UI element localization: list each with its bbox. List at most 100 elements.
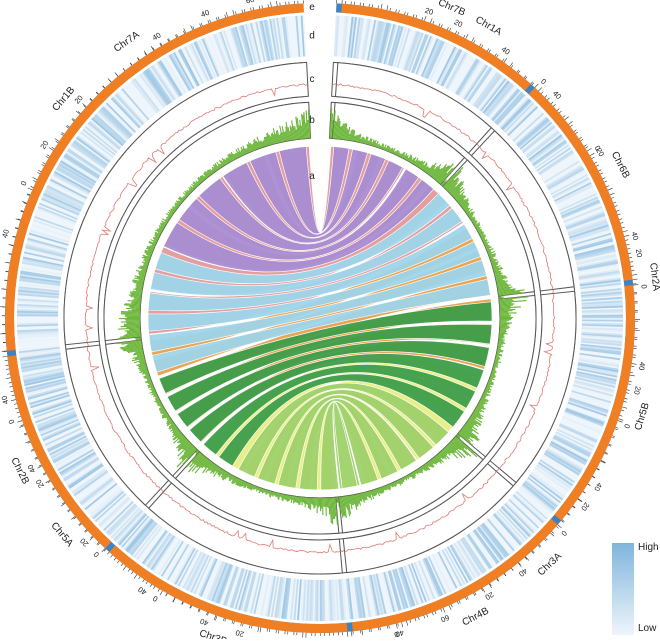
tick-label: 40 xyxy=(500,45,512,57)
tick-mark xyxy=(399,10,400,13)
tick-mark xyxy=(439,24,440,27)
track-label-a: a xyxy=(309,171,315,182)
tick-label: 0 xyxy=(151,594,159,604)
tick-mark xyxy=(474,40,475,43)
tick-mark xyxy=(609,444,612,445)
tick-mark xyxy=(183,31,184,34)
tick-mark xyxy=(581,139,583,141)
tick-label: 20 xyxy=(34,478,46,490)
track-label-b: b xyxy=(309,115,315,126)
tick-mark xyxy=(146,582,148,585)
chromosome-label-chr3b: Chr3B xyxy=(198,628,229,639)
tick-mark xyxy=(620,222,623,223)
tick-mark xyxy=(606,186,609,187)
tick-mark xyxy=(464,35,465,38)
tick-mark xyxy=(569,121,573,124)
tick-mark xyxy=(378,5,379,8)
tick-mark xyxy=(430,18,432,23)
tick-mark xyxy=(584,145,587,147)
tick-mark xyxy=(449,28,450,31)
tick-mark xyxy=(608,188,613,190)
tick-mark xyxy=(158,589,160,592)
tick-label: 0 xyxy=(559,529,569,538)
tick-mark xyxy=(390,8,391,11)
tick-mark xyxy=(632,364,637,365)
tick-mark xyxy=(121,564,123,566)
tick-mark xyxy=(538,87,541,91)
tick-mark xyxy=(459,601,460,604)
tick-mark xyxy=(625,240,628,241)
tick-mark xyxy=(524,76,526,78)
tick-mark xyxy=(381,4,382,9)
tick-mark xyxy=(600,173,603,174)
tick-mark xyxy=(475,592,476,595)
tick-mark xyxy=(618,419,623,421)
tick-mark xyxy=(451,604,452,607)
tick-mark xyxy=(46,480,50,483)
tick-mark xyxy=(558,525,562,528)
tick-mark xyxy=(579,137,581,139)
tick-label: 40 xyxy=(199,617,210,628)
tick-mark xyxy=(615,206,618,207)
track-label-e: e xyxy=(309,2,315,13)
tick-mark xyxy=(143,579,145,581)
tick-mark xyxy=(497,55,499,57)
tick-mark xyxy=(396,9,397,12)
tick-mark xyxy=(11,400,16,401)
tick-label: 40 xyxy=(637,361,647,371)
tick-mark xyxy=(525,77,527,79)
tick-mark xyxy=(443,608,445,613)
tick-mark xyxy=(432,612,433,615)
tick-mark xyxy=(630,375,635,376)
tick-mark xyxy=(111,555,113,557)
tick-mark xyxy=(251,8,252,11)
tick-mark xyxy=(225,619,226,622)
density-legend: High Low xyxy=(610,543,660,635)
tick-mark xyxy=(6,378,11,379)
tick-mark xyxy=(210,20,211,23)
tick-mark xyxy=(583,492,586,494)
chromosome-label-chr7a: Chr7A xyxy=(112,29,142,54)
tick-mark xyxy=(487,49,489,52)
tick-mark xyxy=(249,625,250,628)
tick-mark xyxy=(627,248,630,249)
tick-mark xyxy=(456,31,457,34)
tick-mark xyxy=(545,538,547,540)
tick-mark xyxy=(465,597,466,600)
tick-mark xyxy=(495,54,497,56)
tick-mark xyxy=(234,621,235,624)
tick-label: 40 xyxy=(551,89,563,101)
tick-mark xyxy=(511,568,513,570)
tick-mark xyxy=(200,24,201,27)
tick-mark xyxy=(410,620,411,623)
tick-mark xyxy=(46,156,49,158)
histogram-bar xyxy=(125,316,140,317)
tick-mark xyxy=(128,569,130,571)
tick-mark xyxy=(52,147,55,149)
tick-mark xyxy=(630,262,633,263)
tick-mark xyxy=(599,170,602,171)
tick-mark xyxy=(545,95,547,97)
chromosome-label-chr7b: Chr7B xyxy=(436,0,467,19)
tick-mark xyxy=(547,98,549,100)
histogram-bar xyxy=(500,318,512,319)
tick-mark xyxy=(277,1,278,6)
tick-mark xyxy=(232,621,233,624)
chromosome-label-chr5b: Chr5B xyxy=(633,401,652,432)
tick-mark xyxy=(435,611,436,614)
tick-mark xyxy=(511,65,513,67)
tick-mark xyxy=(380,627,381,630)
tick-mark xyxy=(578,499,582,502)
chromosome-label-chr4b: Chr4B xyxy=(461,605,492,628)
tick-mark xyxy=(624,401,627,402)
tick-mark xyxy=(19,426,24,428)
tick-mark xyxy=(441,609,442,612)
tick-label: 20 xyxy=(634,248,644,258)
histogram-bar xyxy=(500,317,513,318)
tick-mark xyxy=(233,10,234,15)
tick-mark xyxy=(612,437,615,438)
tick-mark xyxy=(117,561,119,563)
tick-label: 0 xyxy=(19,180,29,188)
tick-mark xyxy=(242,623,243,626)
tick-mark xyxy=(387,5,388,10)
